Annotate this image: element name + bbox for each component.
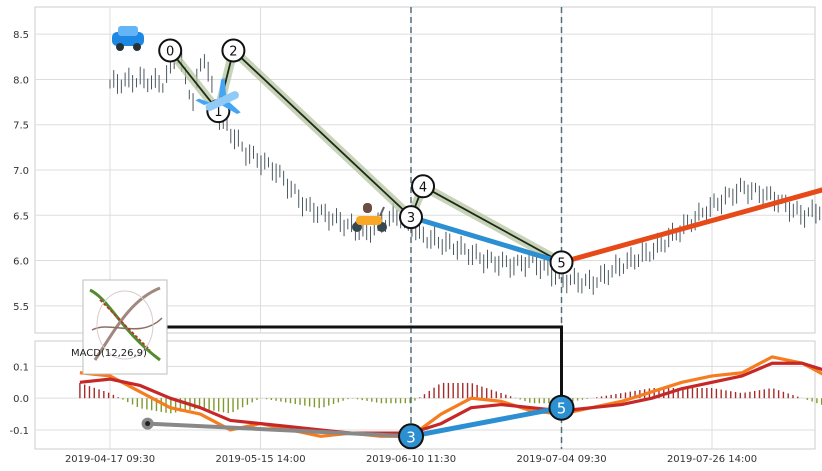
wave-marker-0: 0 bbox=[158, 38, 183, 63]
wave-marker-2: 2 bbox=[221, 38, 246, 63]
macd-wave-marker-label: 3 bbox=[406, 428, 416, 446]
macd-dea-line bbox=[79, 361, 822, 435]
x-tick-label: 2019-06-10 11:30 bbox=[366, 454, 456, 465]
x-tick-label: 2019-07-26 14:00 bbox=[667, 454, 757, 465]
price-y-tick-label: 7.5 bbox=[13, 121, 29, 132]
macd-thumbnail: MACD(12,26,9) bbox=[71, 279, 168, 375]
x-tick-label: 2019-04-17 09:30 bbox=[65, 454, 155, 465]
macd-wave-marker-label: 5 bbox=[557, 400, 567, 418]
wave-3-5-line bbox=[410, 214, 563, 265]
macd-title: MACD(12,26,9) bbox=[71, 348, 147, 359]
scooter-icon bbox=[352, 203, 387, 232]
wave-marker-label: 1 bbox=[214, 105, 222, 120]
macd-wave-marker-5: 5 bbox=[548, 394, 575, 421]
price-y-tick-label: 6.5 bbox=[13, 211, 29, 222]
macd-wave-3-5-line bbox=[410, 405, 562, 439]
macd-y-tick-label: -0.1 bbox=[9, 426, 29, 437]
macd-divergence-dot-center bbox=[145, 421, 151, 427]
wave-marker-label: 3 bbox=[407, 211, 415, 226]
macd-wave-marker-3: 3 bbox=[398, 423, 424, 450]
macd-y-tick-label: 0.0 bbox=[13, 394, 29, 405]
price-y-tick-label: 8.5 bbox=[13, 30, 29, 41]
wave-marker-3: 3 bbox=[399, 205, 423, 230]
price-y-tick-label: 8.0 bbox=[13, 75, 29, 86]
price-y-tick-label: 6.0 bbox=[13, 257, 29, 268]
wave-marker-label: 0 bbox=[166, 44, 174, 59]
wave-marker-circle bbox=[158, 38, 183, 63]
price-candles bbox=[109, 49, 821, 295]
macd-y-tick-label: 0.1 bbox=[13, 362, 29, 373]
macd-histogram bbox=[79, 382, 822, 414]
wave-marker-4: 4 bbox=[411, 174, 436, 199]
airplane-icon bbox=[195, 77, 241, 115]
x-tick-label: 2019-05-15 14:00 bbox=[215, 454, 305, 465]
series-lines bbox=[79, 7, 822, 449]
price-y-tick-label: 7.0 bbox=[13, 166, 29, 177]
corrective-wave-line bbox=[560, 187, 822, 265]
car-icon bbox=[112, 26, 144, 51]
wave-marker-label: 4 bbox=[419, 180, 427, 195]
impulse-wave-line bbox=[169, 48, 562, 264]
wave-marker-circle bbox=[411, 174, 436, 199]
wave-marker-label: 5 bbox=[557, 256, 565, 271]
wave-marker-circle bbox=[221, 38, 246, 63]
wave-marker-5: 5 bbox=[549, 250, 574, 275]
price-y-tick-label: 5.5 bbox=[13, 302, 29, 313]
wave-marker-circle bbox=[549, 250, 574, 275]
axis-tick-labels: 2019-04-17 09:30 2019-05-15 14:00 2019-06-… bbox=[9, 30, 757, 465]
wave-marker-label: 2 bbox=[229, 44, 237, 59]
macd-divergence-line bbox=[147, 421, 412, 439]
macd-wave-marker-circle bbox=[548, 394, 575, 421]
wave-marker-circle bbox=[399, 205, 423, 230]
x-tick-label: 2019-07-04 09:30 bbox=[516, 454, 606, 465]
divergence-connector bbox=[167, 325, 563, 408]
macd-wave-marker-circle bbox=[398, 423, 424, 450]
